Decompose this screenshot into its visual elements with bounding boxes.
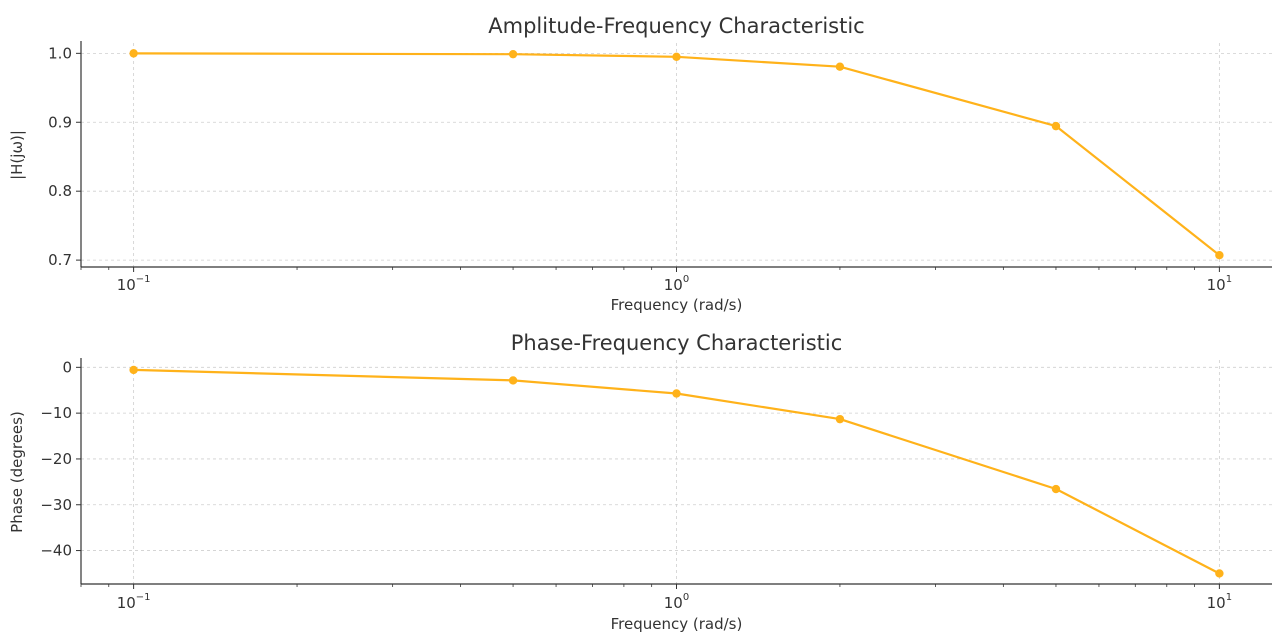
chart-title: Amplitude-Frequency Characteristic — [488, 14, 864, 38]
x-tick-label: 10−1 — [117, 592, 151, 612]
y-tick-label: 0 — [62, 358, 72, 376]
data-point — [1215, 569, 1224, 578]
y-axis-label: Phase (degrees) — [8, 411, 26, 533]
x-tick-exponent: −1 — [136, 592, 151, 603]
data-point — [508, 49, 518, 59]
y-tick-label: 1.0 — [48, 44, 72, 62]
y-tick-label: 0.7 — [48, 251, 72, 269]
x-axis-label: Frequency (rad/s) — [611, 615, 743, 633]
x-tick-exponent: 0 — [683, 592, 689, 603]
x-tick-exponent: −1 — [136, 274, 151, 285]
data-point — [1051, 484, 1061, 494]
series-line — [133, 52, 1221, 257]
x-tick-base: 10 — [117, 594, 136, 612]
subplot-1: 10−1 100 1010.70.80.91.0Amplitude-Frequenc… — [8, 14, 1272, 314]
y-tick-label: −40 — [40, 542, 72, 560]
x-tick-exponent: 0 — [683, 274, 689, 285]
x-tick-exponent: 1 — [1226, 274, 1232, 285]
x-tick-exponent: 1 — [1226, 592, 1232, 603]
y-tick-label: −20 — [40, 450, 72, 468]
data-point — [672, 389, 681, 398]
x-tick-label: 101 — [1207, 592, 1232, 612]
y-tick-label: 0.9 — [48, 113, 72, 131]
data-point — [672, 52, 681, 61]
series-line — [133, 368, 1220, 575]
x-axis-label: Frequency (rad/s) — [611, 296, 743, 314]
x-tick-base: 10 — [117, 276, 136, 294]
x-tick-base: 10 — [664, 594, 683, 612]
data-point — [508, 376, 518, 385]
data-point — [1051, 121, 1061, 131]
x-tick-label: 10−1 — [117, 274, 151, 294]
x-tick-label: 100 — [664, 274, 689, 294]
x-tick-label: 101 — [1207, 274, 1232, 294]
chart-title: Phase-Frequency Characteristic — [511, 331, 843, 355]
y-tick-label: 0.8 — [48, 182, 72, 200]
y-axis-label: |H(jω)| — [8, 130, 26, 180]
data-point — [129, 365, 138, 375]
x-tick-base: 10 — [664, 276, 683, 294]
x-tick-base: 10 — [1207, 594, 1226, 612]
x-tick-label: 100 — [664, 592, 689, 612]
data-point — [129, 49, 138, 58]
data-point — [1215, 251, 1224, 260]
data-point — [835, 414, 845, 424]
y-tick-label: −30 — [40, 496, 72, 514]
y-tick-label: −10 — [40, 404, 72, 422]
x-tick-base: 10 — [1207, 276, 1226, 294]
data-point — [835, 62, 845, 71]
